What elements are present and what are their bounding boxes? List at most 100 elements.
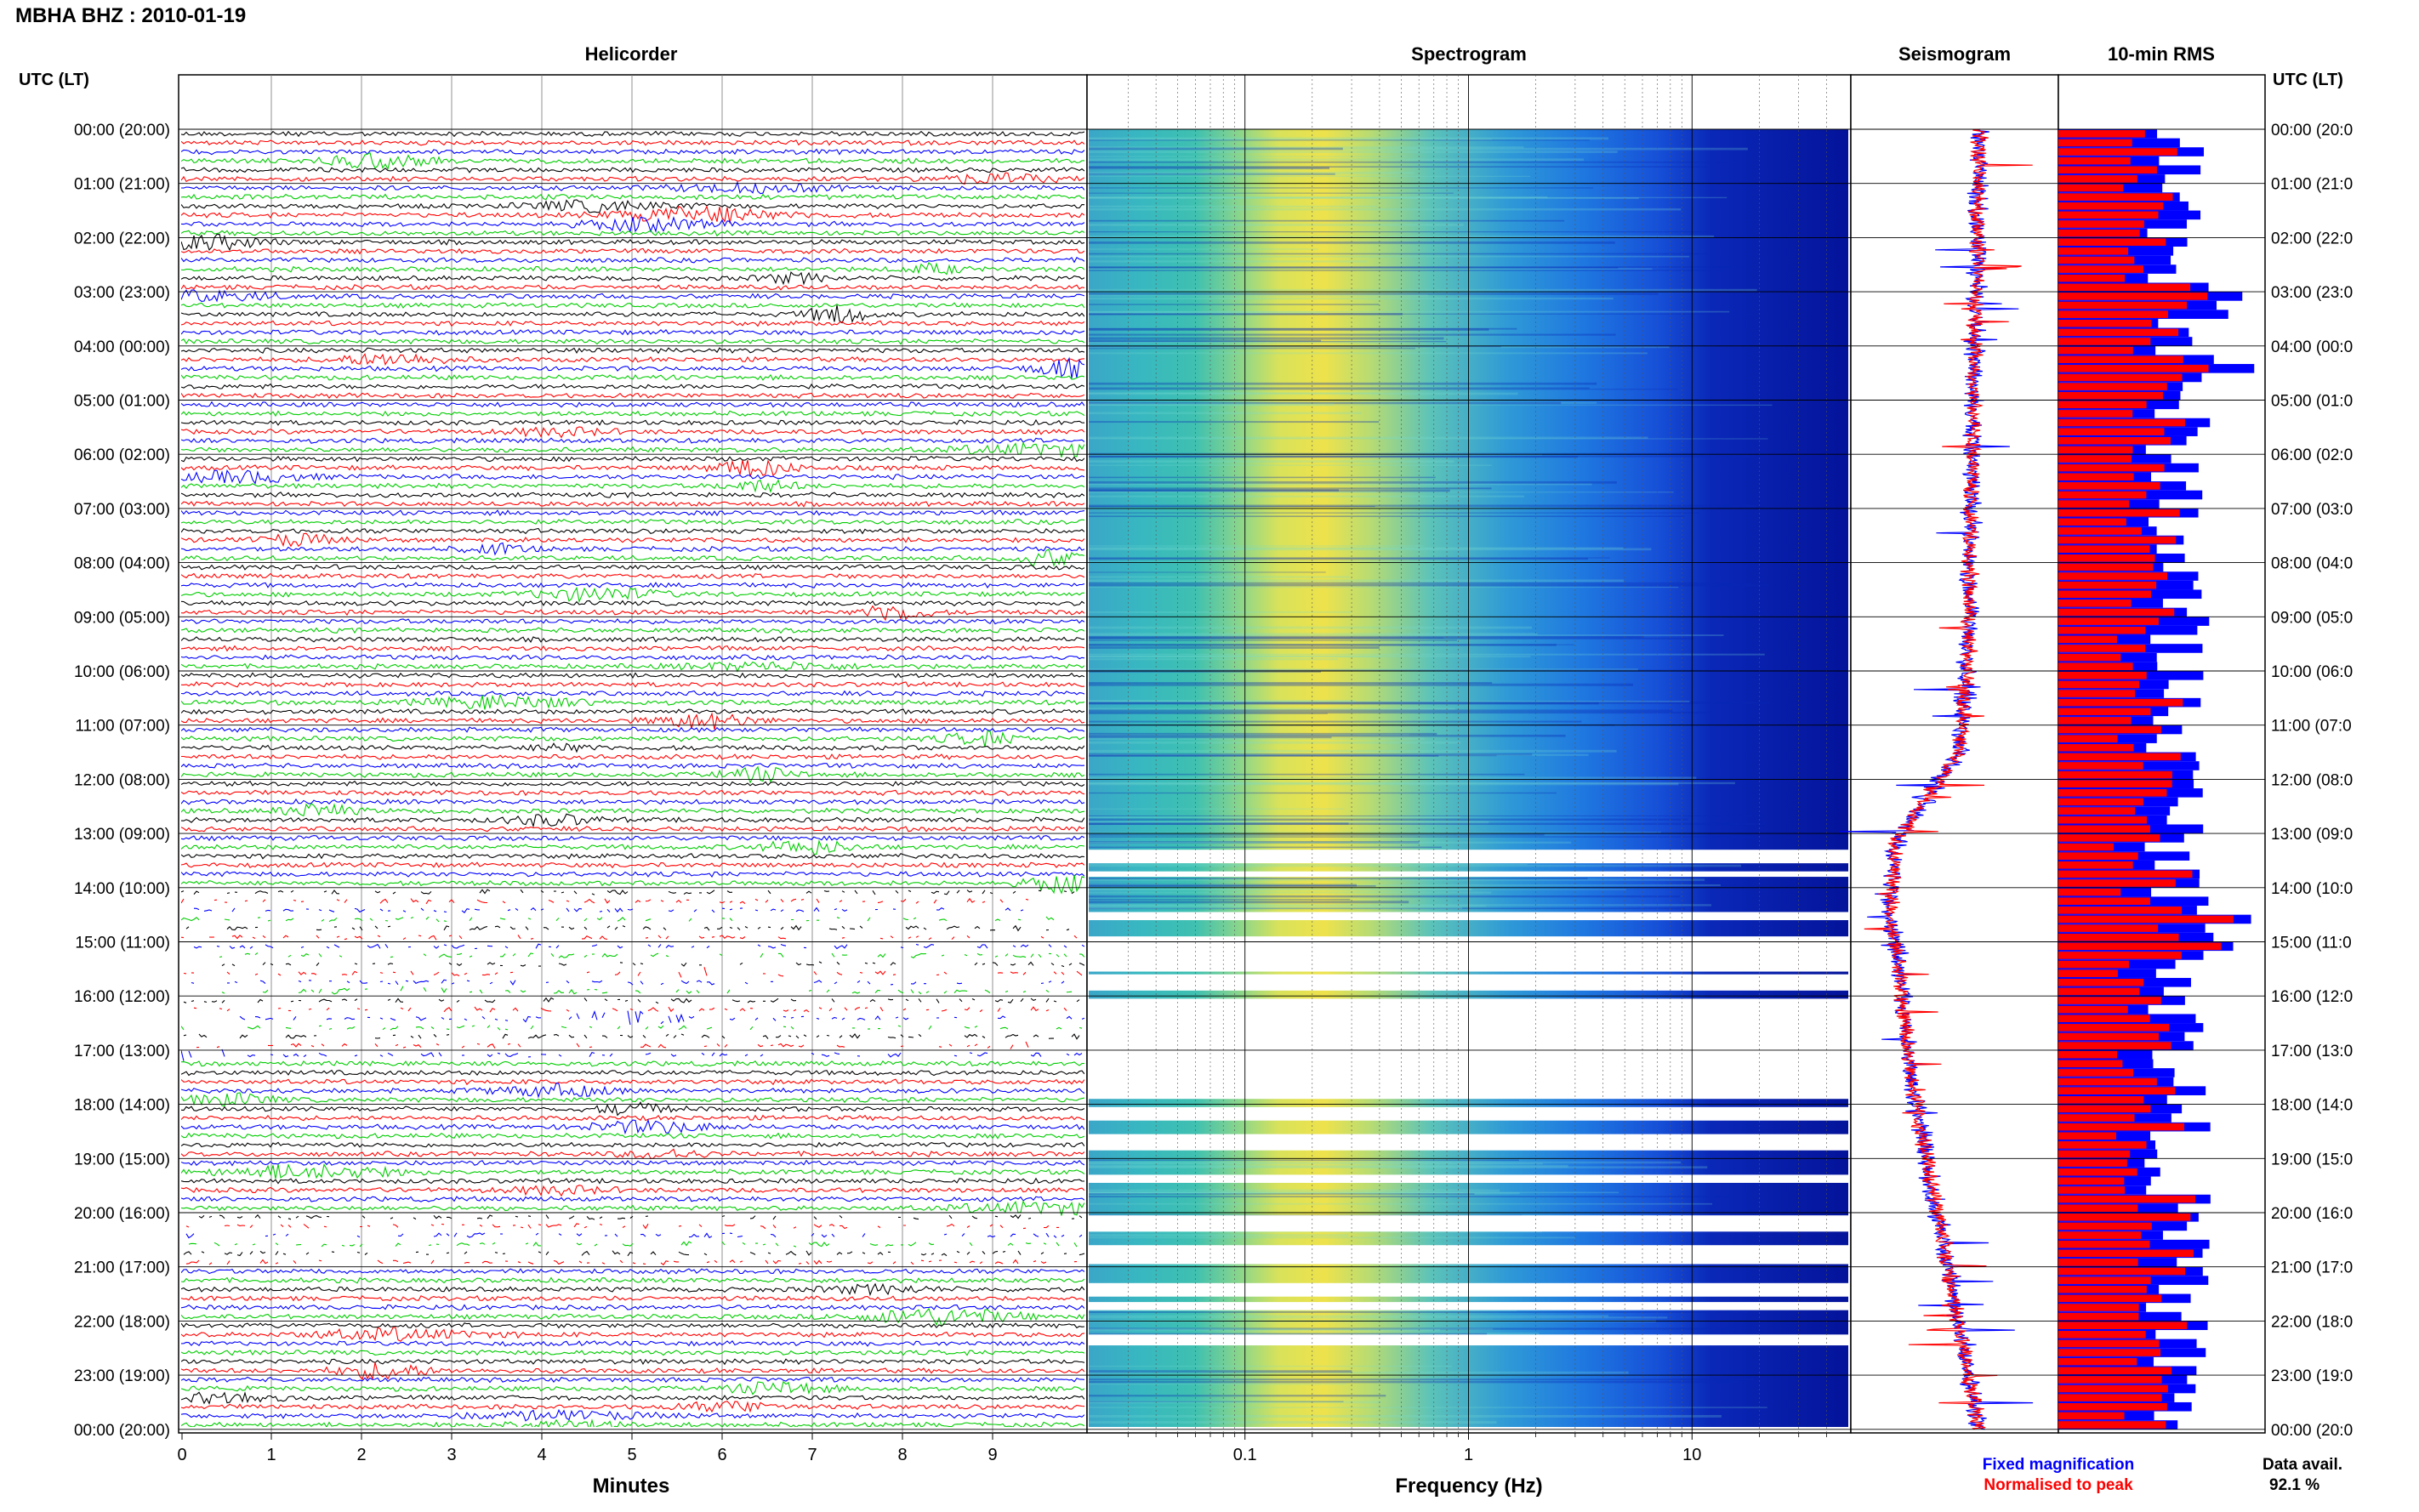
helicorder-trace bbox=[181, 600, 1084, 607]
time-label-right: 08:00 (04:0 bbox=[2271, 555, 2353, 573]
minutes-axis: 0 1 2 3 4 5 6 7 8 9 bbox=[177, 1433, 998, 1464]
spectrogram-streak bbox=[1089, 205, 1377, 207]
spectrogram-streak bbox=[1089, 634, 1724, 637]
spectrogram-streak bbox=[1089, 878, 1588, 879]
spectrogram-streak bbox=[1089, 905, 1487, 907]
time-label-left: 03:00 (23:00) bbox=[74, 284, 170, 302]
spectrogram-streak bbox=[1089, 611, 1352, 613]
helicorder-trace bbox=[181, 834, 1084, 842]
spectrogram-streak bbox=[1089, 1333, 1488, 1335]
spectrogram-streak bbox=[1089, 1164, 1568, 1168]
rms-bar-normalised bbox=[2058, 1384, 2168, 1393]
helicorder-trace bbox=[181, 549, 1084, 567]
helicorder-trace bbox=[181, 1101, 1084, 1117]
spectrogram-streak bbox=[1089, 345, 1501, 348]
helicorder-trace bbox=[181, 871, 1084, 878]
frequency-tick-label: 10 bbox=[1682, 1446, 1701, 1464]
spectrogram-streak bbox=[1089, 907, 1462, 910]
helicorder-trace bbox=[181, 693, 1084, 710]
spectrogram-streak bbox=[1089, 505, 1375, 508]
helicorder-trace bbox=[181, 329, 1084, 336]
spectrogram-streak bbox=[1089, 699, 1356, 702]
rms-bar-normalised bbox=[2058, 184, 2124, 192]
spectrogram-streak bbox=[1089, 403, 1335, 406]
rms-bar-normalised bbox=[2058, 978, 2144, 986]
spectrogram-streak bbox=[1089, 392, 1379, 394]
helicorder-trace bbox=[181, 492, 1084, 498]
spectrogram-streak bbox=[1089, 346, 1670, 349]
helicorder-trace bbox=[181, 798, 1084, 805]
helicorder-trace bbox=[181, 661, 1084, 673]
rms-bar-normalised bbox=[2058, 997, 2161, 1004]
spectrogram-streak bbox=[1089, 1421, 1497, 1424]
spectrogram-streak bbox=[1089, 1378, 1755, 1381]
helicorder-panel bbox=[178, 74, 1088, 1434]
rms-bar-normalised bbox=[2058, 735, 2118, 742]
rms-bar-normalised bbox=[2058, 463, 2165, 472]
time-label-left: 18:00 (14:00) bbox=[74, 1097, 170, 1115]
frequency-axis: 0.1 1 10 bbox=[1127, 1433, 1827, 1464]
rms-bar-normalised bbox=[2058, 698, 2183, 707]
helicorder-trace bbox=[181, 383, 1084, 389]
helicorder-trace bbox=[181, 1092, 1084, 1107]
spectrogram-streak bbox=[1089, 207, 1682, 211]
spectrogram-streak bbox=[1089, 412, 1362, 415]
spectrogram-streak bbox=[1089, 637, 1444, 639]
helicorder-trace bbox=[181, 765, 1084, 784]
minute-tick-label: 0 bbox=[177, 1446, 186, 1464]
helicorder-trace bbox=[181, 690, 1084, 697]
spectrogram-streak bbox=[1089, 776, 1697, 779]
helicorder-trace bbox=[181, 861, 1084, 869]
spectrogram-streak bbox=[1089, 166, 1708, 168]
spectrogram-streak bbox=[1089, 737, 1425, 740]
helicorder-trace bbox=[181, 1196, 1084, 1202]
spectrogram-streak bbox=[1089, 579, 1625, 583]
helicorder-trace bbox=[181, 636, 1084, 643]
spectrogram-streak bbox=[1089, 891, 1492, 894]
time-label-right: 19:00 (15:0 bbox=[2271, 1151, 2353, 1168]
helicorder-trace bbox=[181, 1078, 1084, 1086]
rms-bar-normalised bbox=[2058, 293, 2208, 300]
rms-bar-normalised bbox=[2058, 1186, 2126, 1194]
spectrogram-streak bbox=[1089, 711, 1712, 714]
minute-tick-label: 5 bbox=[627, 1446, 636, 1464]
helicorder-trace bbox=[181, 1361, 1084, 1381]
spectrogram-streak bbox=[1089, 1191, 1464, 1193]
time-label-left: 01:00 (21:00) bbox=[74, 176, 170, 194]
helicorder-trace bbox=[181, 1118, 1084, 1135]
time-label-right: 10:00 (06:0 bbox=[2271, 663, 2353, 681]
helicorder-trace bbox=[181, 572, 1084, 579]
helicorder-trace bbox=[181, 654, 1084, 661]
rms-bar-normalised bbox=[2058, 1114, 2135, 1122]
rms-bar-normalised bbox=[2058, 952, 2182, 959]
spectrogram-streak bbox=[1089, 708, 1455, 711]
spectrogram-streak bbox=[1089, 1327, 1494, 1330]
helicorder-trace bbox=[181, 1163, 1084, 1179]
spectrogram-streak bbox=[1089, 401, 1597, 404]
rms-bar-normalised bbox=[2058, 229, 2140, 237]
frequency-label: Frequency (Hz) bbox=[1395, 1475, 1542, 1498]
rms-bar-normalised bbox=[2058, 798, 2143, 806]
helicorder-trace bbox=[181, 730, 1084, 747]
spectrogram-streak bbox=[1089, 1401, 1344, 1402]
helicorder-trace bbox=[181, 1069, 1084, 1077]
rms-bar-normalised bbox=[2058, 130, 2145, 138]
time-label-right: 07:00 (03:0 bbox=[2271, 501, 2353, 519]
frequency-tick-label: 1 bbox=[1464, 1446, 1473, 1464]
helicorder-trace bbox=[181, 853, 1084, 860]
spectrogram-streak bbox=[1089, 147, 1748, 151]
rms-bar-normalised bbox=[2058, 265, 2143, 273]
time-label-left: 20:00 (16:00) bbox=[74, 1205, 170, 1223]
rms-bar-normalised bbox=[2058, 156, 2131, 165]
helicorder-trace bbox=[181, 1177, 1084, 1185]
helicorder-trace bbox=[181, 1340, 1084, 1347]
helicorder-trace bbox=[181, 193, 1084, 201]
helicorder-trace bbox=[181, 302, 1084, 309]
helicorder-trace bbox=[181, 753, 1084, 760]
helicorder-trace bbox=[181, 542, 1084, 556]
rms-bar-normalised bbox=[2058, 653, 2121, 662]
spectrogram-streak bbox=[1089, 841, 1572, 844]
helicorder-trace bbox=[181, 459, 1084, 477]
rms-bar-normalised bbox=[2058, 536, 2177, 544]
rms-bar-normalised bbox=[2058, 1105, 2151, 1113]
